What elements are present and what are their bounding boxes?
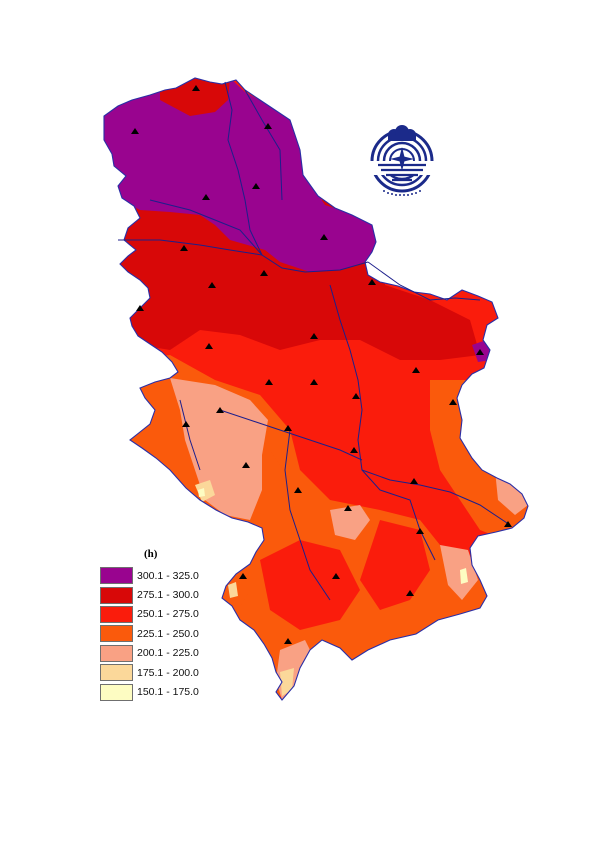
legend-row: 150.1 - 175.0: [100, 682, 199, 701]
triangle-icon: [180, 245, 188, 251]
legend-range-label: 200.1 - 225.0: [137, 647, 199, 660]
triangle-icon: [264, 123, 272, 129]
rivers: [118, 81, 511, 601]
legend-row: 300.1 - 325.0: [100, 566, 199, 585]
river-morava: [329, 284, 436, 561]
legend-row: 175.1 - 200.0: [100, 663, 199, 682]
legend-swatch: [100, 605, 133, 623]
triangle-icon: [310, 379, 318, 385]
legend-row: 275.1 - 300.0: [100, 585, 199, 604]
river-zapadna-morava: [219, 409, 363, 461]
triangle-icon: [208, 282, 216, 288]
triangle-icon: [239, 573, 247, 579]
triangle-icon: [320, 234, 328, 240]
zone-150-175-west: [198, 488, 205, 497]
zone-175-200-sw: [228, 582, 238, 598]
zone-200-225-center: [330, 505, 370, 540]
triangle-icon: [294, 487, 302, 493]
triangle-icon: [202, 194, 210, 200]
triangle-icon: [284, 425, 292, 431]
triangle-icon: [344, 505, 352, 511]
legend-range-label: 300.1 - 325.0: [137, 569, 199, 582]
river-nisava: [361, 469, 511, 526]
triangle-icon: [332, 573, 340, 579]
triangle-icon: [504, 521, 512, 527]
zone-250-275-south: [260, 540, 360, 630]
triangle-icon: [265, 379, 273, 385]
triangle-icon: [416, 528, 424, 534]
institute-emblem-icon: [370, 125, 434, 196]
triangle-icon: [449, 399, 457, 405]
legend-range-label: 175.1 - 200.0: [137, 666, 199, 679]
station-markers: [131, 85, 512, 644]
triangle-icon: [205, 343, 213, 349]
triangle-icon: [131, 128, 139, 134]
zone-275-300: [104, 200, 480, 360]
triangle-icon: [136, 305, 144, 311]
triangle-icon: [182, 421, 190, 427]
legend-swatch: [100, 644, 133, 662]
triangle-icon: [192, 85, 200, 91]
river-danube-west: [149, 199, 263, 256]
triangle-icon: [368, 279, 376, 285]
triangle-icon: [216, 407, 224, 413]
triangle-icon: [410, 478, 418, 484]
zone-150-175-se: [460, 568, 468, 584]
river-canal: [244, 89, 283, 201]
triangle-icon: [352, 393, 360, 399]
legend-range-label: 225.1 - 250.0: [137, 627, 199, 640]
zone-200-225-south-east: [440, 545, 478, 600]
legend-row: 225.1 - 250.0: [100, 624, 199, 643]
legend-swatch: [100, 586, 133, 604]
legend-row: 250.1 - 275.0: [100, 605, 199, 624]
legend-swatch: [100, 625, 133, 643]
triangle-icon: [260, 270, 268, 276]
zone-300-325: [104, 78, 380, 272]
legend-swatch: [100, 664, 133, 682]
river-sava: [118, 239, 263, 256]
triangle-icon: [284, 638, 292, 644]
legend-range-label: 275.1 - 300.0: [137, 589, 199, 602]
triangle-icon: [412, 367, 420, 373]
triangle-icon: [252, 183, 260, 189]
legend-swatch: [100, 567, 133, 585]
zone-175-200-south: [280, 668, 294, 696]
triangle-icon: [476, 349, 484, 355]
legend-row: 200.1 - 225.0: [100, 644, 199, 663]
river-danube-east: [367, 261, 481, 301]
river-drina: [179, 399, 201, 471]
zone-250-275-southeast: [360, 520, 430, 610]
legend-range-label: 150.1 - 175.0: [137, 686, 199, 699]
legend-unit-label: (h): [144, 548, 158, 560]
triangle-icon: [310, 333, 318, 339]
triangle-icon: [350, 447, 358, 453]
river-ibar: [284, 429, 331, 601]
zone-200-225-west: [170, 378, 268, 520]
legend-range-label: 250.1 - 275.0: [137, 608, 199, 621]
triangle-icon: [242, 462, 250, 468]
triangle-icon: [406, 590, 414, 596]
river-tisa: [224, 81, 369, 273]
legend-swatch: [100, 683, 133, 701]
